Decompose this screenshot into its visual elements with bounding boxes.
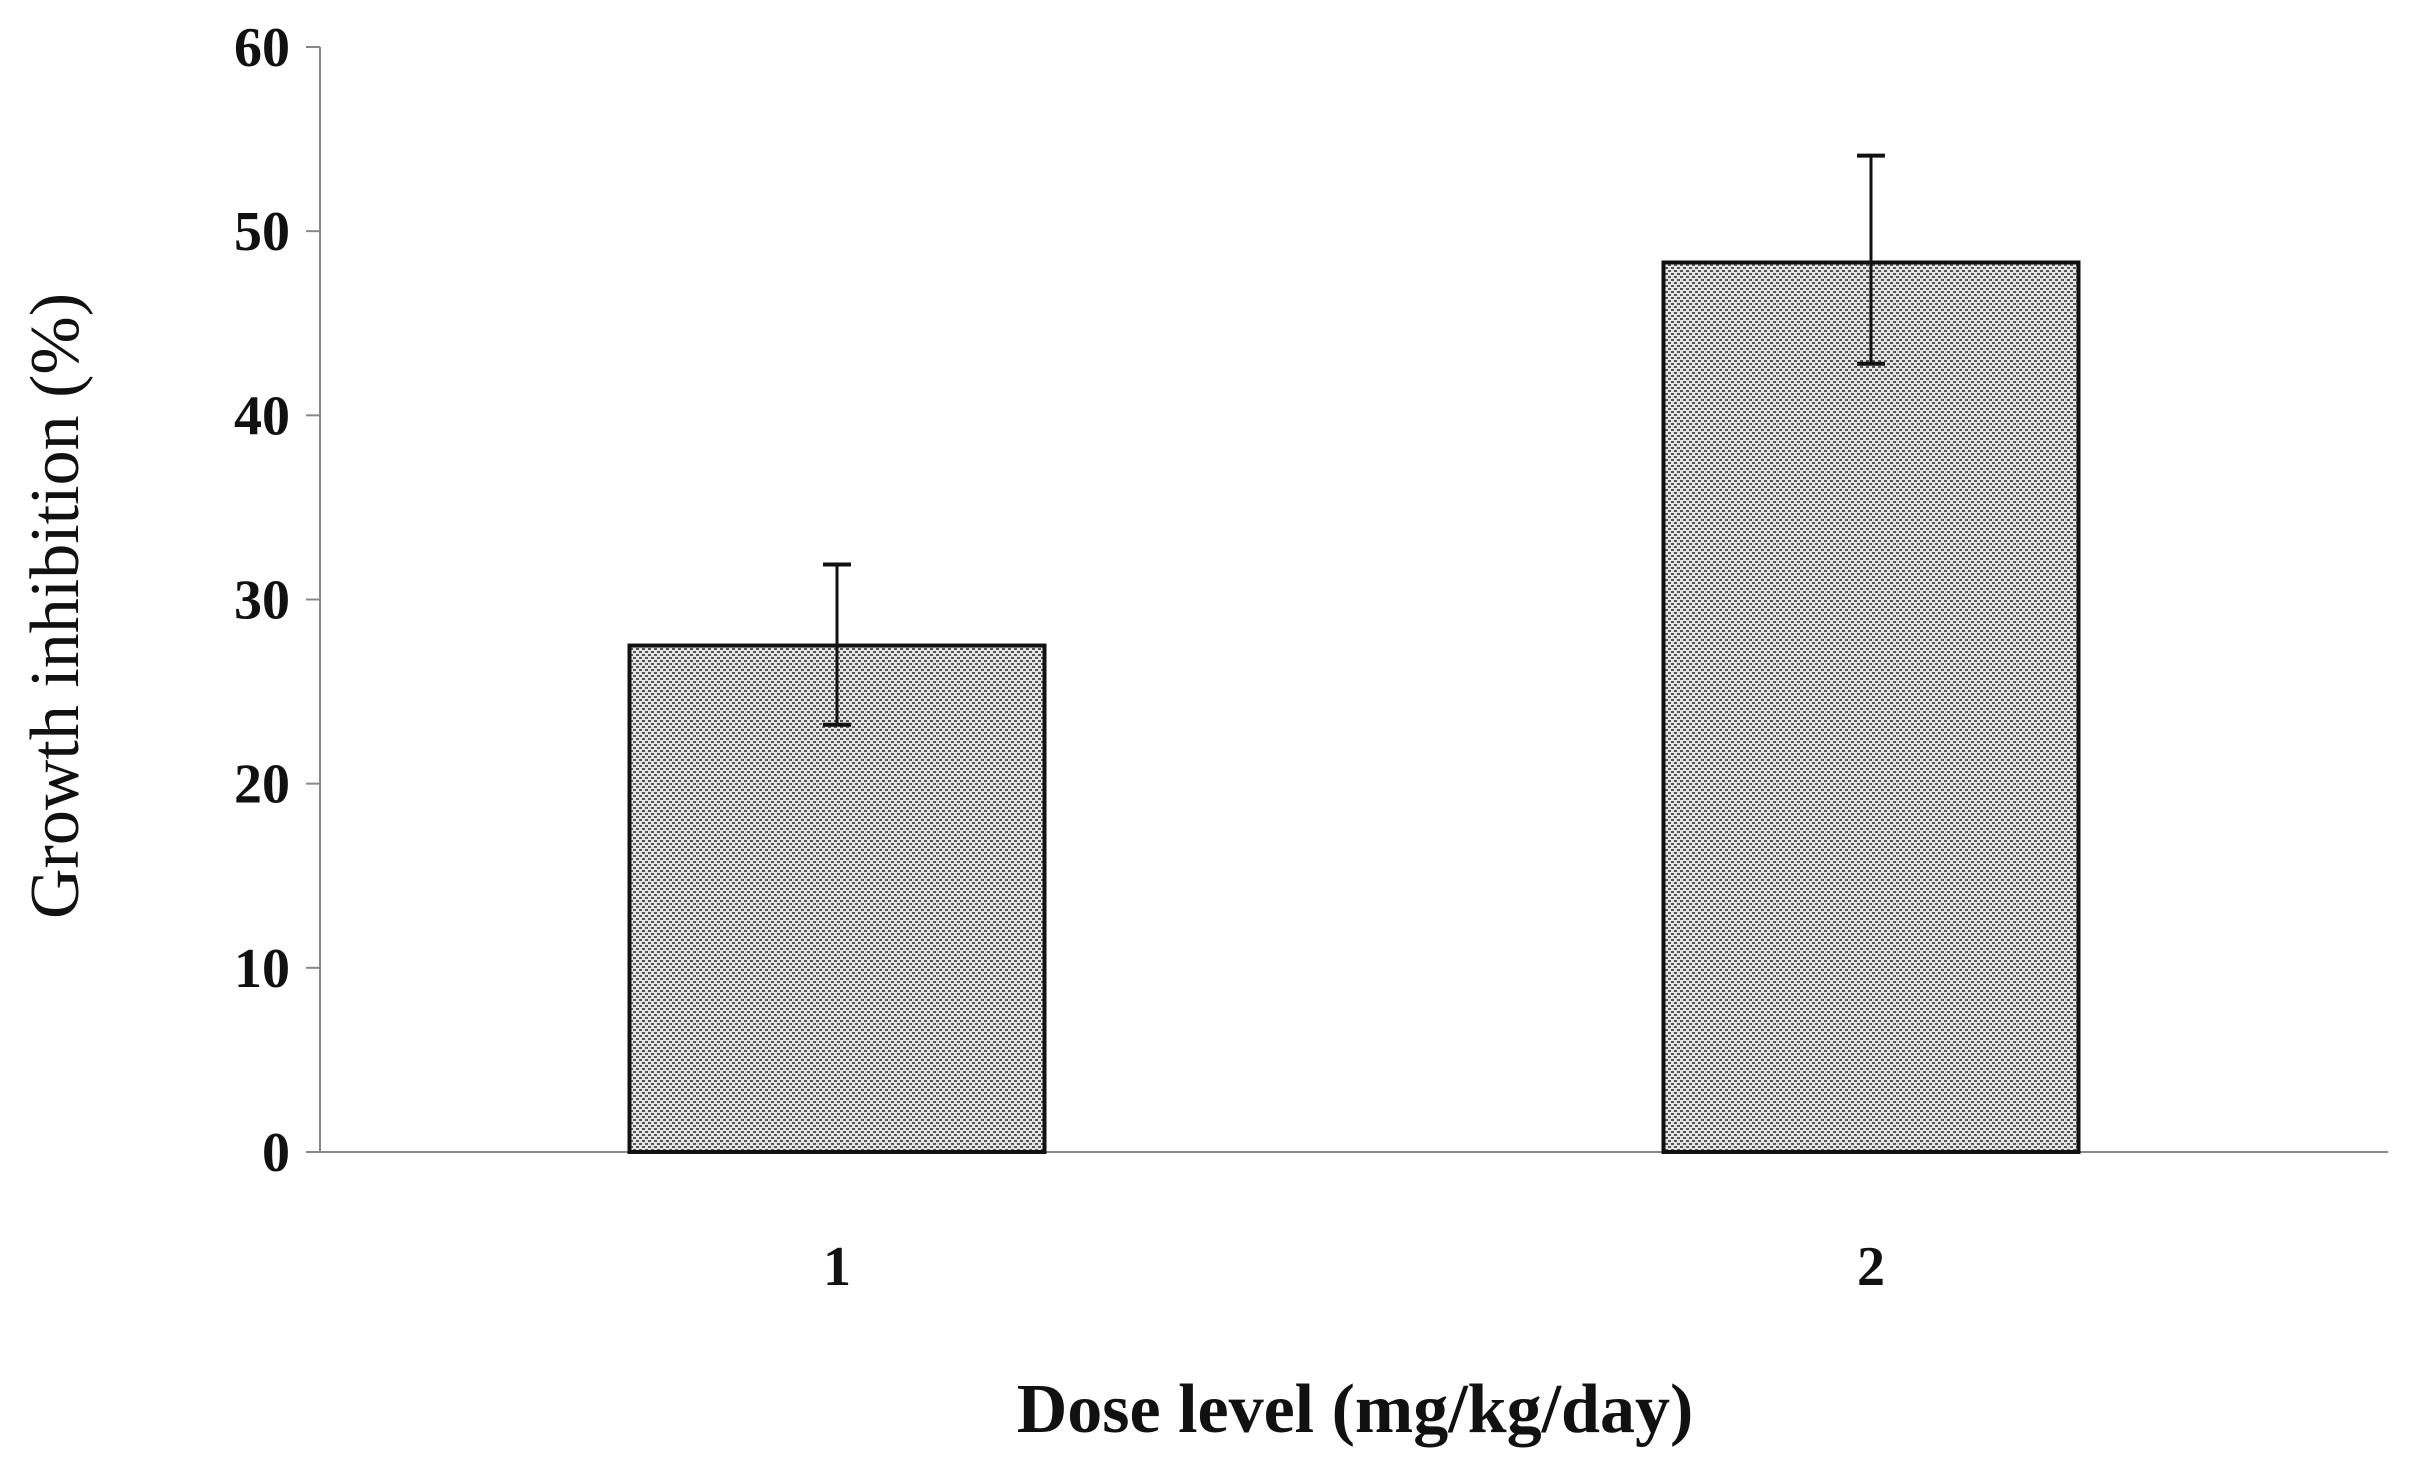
y-tick-label: 50	[234, 201, 290, 263]
x-tick-label: 2	[1857, 1236, 1885, 1298]
y-tick-label: 20	[234, 754, 290, 816]
y-tick-label: 60	[234, 17, 290, 79]
bar-1	[627, 643, 1047, 1155]
x-tick-label: 1	[823, 1236, 851, 1298]
y-tick-label: 10	[234, 938, 290, 1000]
error-bars	[823, 153, 1885, 727]
y-axis-title: Growth inhibition (%)	[17, 293, 94, 919]
y-axis: 0 10 20 30 40 50 60	[234, 17, 321, 1184]
y-tick-label: 30	[234, 570, 290, 632]
y-tick-label: 40	[234, 385, 290, 447]
bar-2	[1661, 260, 2081, 1155]
x-axis-title: Dose level (mg/kg/day)	[1017, 1371, 1694, 1448]
y-tick-label: 0	[262, 1122, 290, 1184]
bar-series	[627, 260, 2081, 1155]
